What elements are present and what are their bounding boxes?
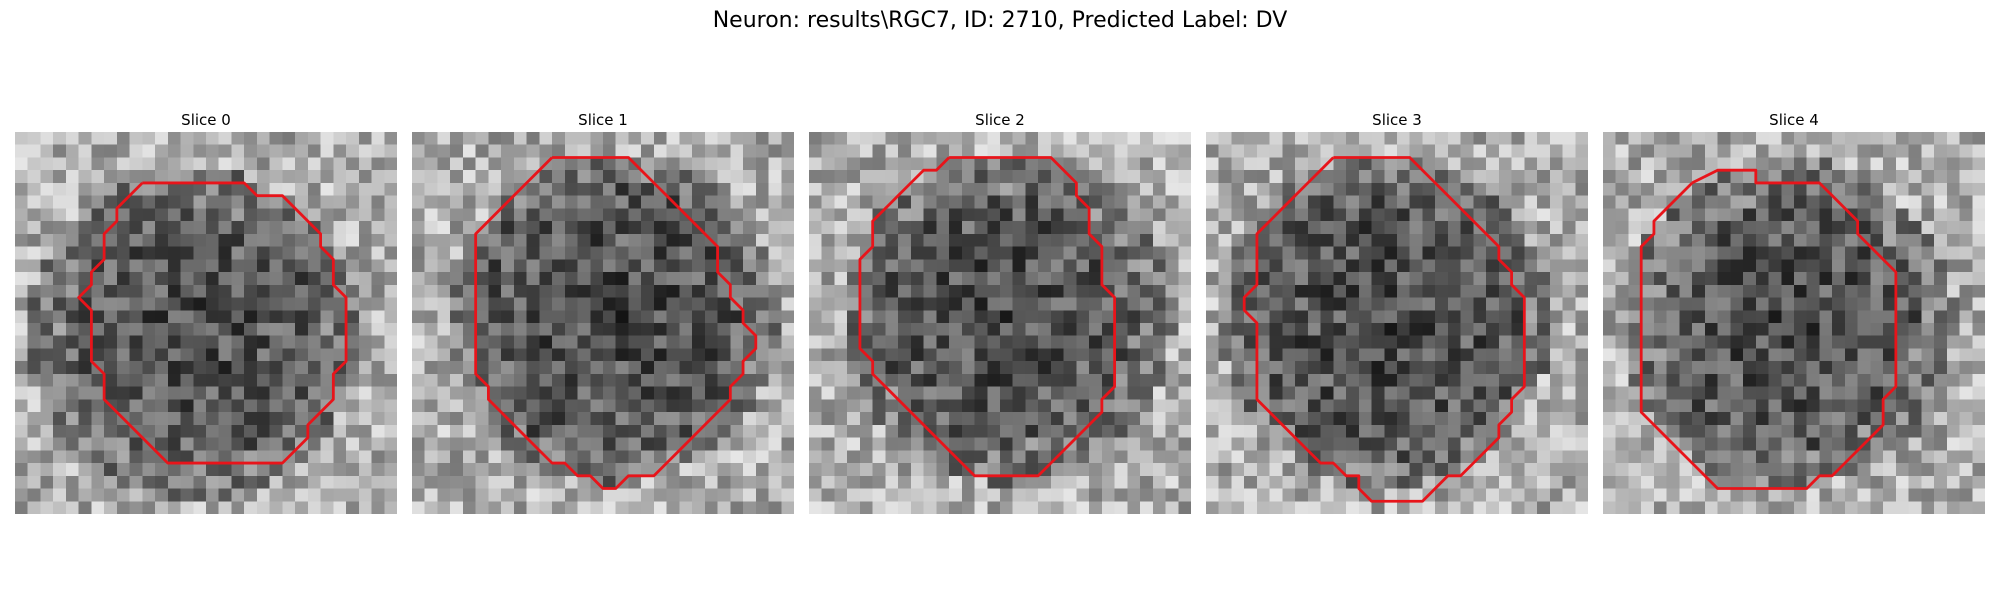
slice-panel-4: Slice 4: [1603, 110, 1985, 514]
slice-panel-2: Slice 2: [809, 110, 1191, 514]
slice-title-2: Slice 2: [975, 111, 1025, 129]
slice-image-1: [412, 132, 794, 514]
segmentation-contour: [1242, 156, 1526, 503]
segmentation-contour: [77, 181, 348, 465]
grayscale-pixel-grid: [1206, 132, 1588, 514]
grayscale-pixel-grid: [809, 132, 1191, 514]
segmentation-contour: [474, 156, 758, 490]
segmentation-contour: [1639, 168, 1898, 490]
slice-image-0: [15, 132, 397, 514]
slice-image-3: [1206, 132, 1588, 514]
slice-panel-3: Slice 3: [1206, 110, 1588, 514]
grayscale-pixel-grid: [15, 132, 397, 514]
slice-image-4: [1603, 132, 1985, 514]
grayscale-pixel-grid: [412, 132, 794, 514]
slice-title-0: Slice 0: [181, 111, 231, 129]
slice-panel-0: Slice 0: [15, 110, 397, 514]
slice-title-1: Slice 1: [578, 111, 628, 129]
segmentation-contour: [858, 156, 1117, 478]
grayscale-pixel-grid: [1603, 132, 1985, 514]
slice-panel-1: Slice 1: [412, 110, 794, 514]
slice-title-3: Slice 3: [1372, 111, 1422, 129]
figure-title: Neuron: results\RGC7, ID: 2710, Predicte…: [712, 8, 1288, 33]
slice-title-4: Slice 4: [1769, 111, 1819, 129]
slice-image-2: [809, 132, 1191, 514]
